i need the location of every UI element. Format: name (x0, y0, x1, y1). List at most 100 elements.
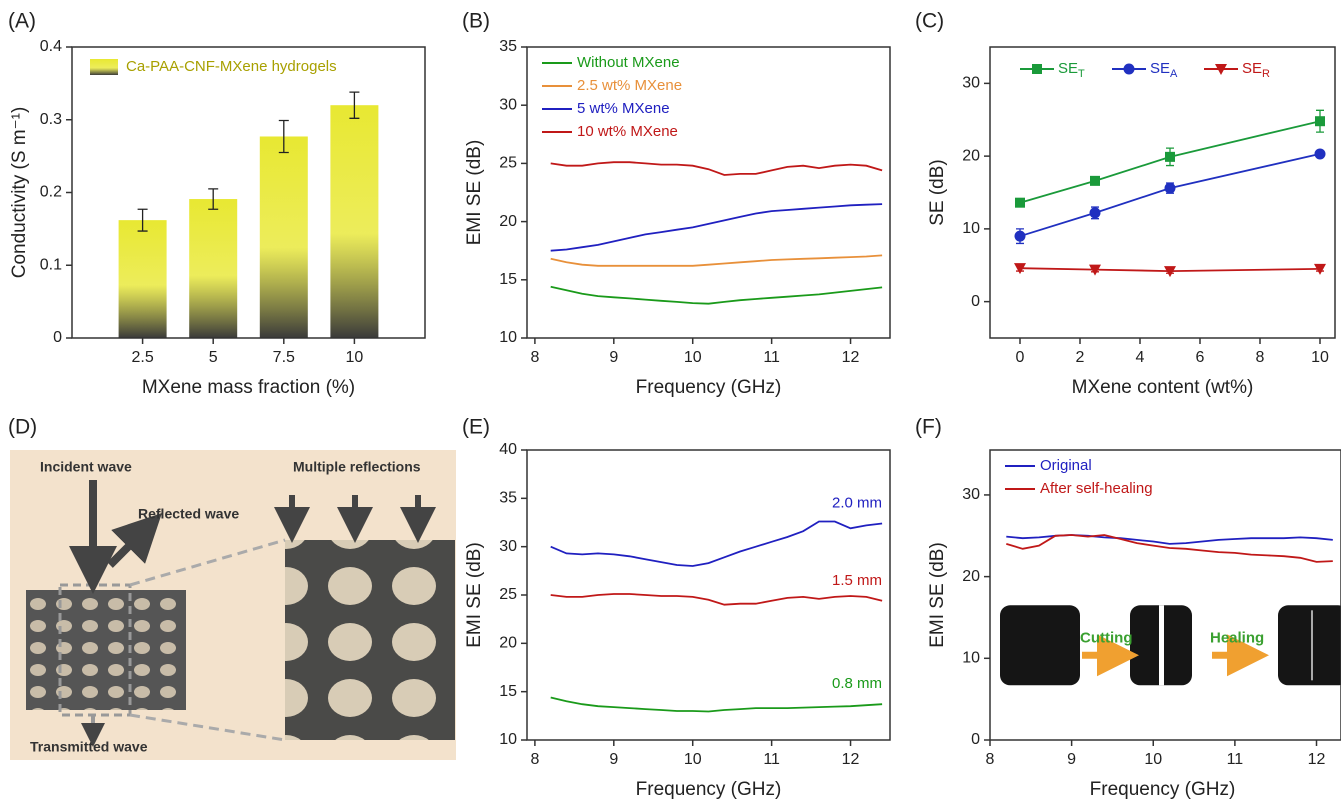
marker (1314, 148, 1326, 160)
panel-label: (B) (462, 10, 490, 33)
marker (1089, 207, 1101, 219)
x-tick-label: 8 (530, 349, 539, 366)
inset-label: Healing (1210, 629, 1264, 646)
legend-label: 5 wt% MXene (577, 100, 670, 117)
legend-subscript: A (1170, 68, 1178, 80)
x-tick-label: 10 (1311, 349, 1329, 366)
legend-label: Original (1040, 457, 1092, 474)
chart-panel: (C) 0 10 20 30 0 2 4 6 8 10 MXene content (wt%) SE (… (915, 10, 1336, 398)
marker (1015, 197, 1025, 208)
y-tick-label: 0 (53, 329, 62, 346)
x-tick-label: 0 (1016, 349, 1025, 366)
x-tick-label: 9 (609, 751, 618, 768)
legend-label: Without MXene (577, 54, 680, 71)
y-tick-label: 0.4 (40, 38, 62, 55)
marker (1014, 230, 1026, 242)
plot-frame (989, 449, 1341, 741)
x-tick-label: 12 (842, 349, 860, 366)
y-tick-label: 10 (499, 329, 517, 346)
x-axis-title: Frequency (GHz) (636, 779, 782, 800)
chart-panel: (F) 0 10 20 30 8 9 10 11 12 Frequency (GHz) EMI SE … (915, 416, 1341, 800)
series-label: 1.5 mm (832, 572, 882, 589)
x-tick-label: 10 (1144, 751, 1162, 768)
panel-label: (D) (8, 416, 37, 439)
y-tick-label: 20 (499, 635, 517, 652)
plot-frame (989, 46, 1336, 339)
zoom-line (129, 538, 286, 587)
y-tick-label: 35 (499, 490, 517, 507)
plot-frame (526, 449, 891, 741)
y-tick-label: 25 (499, 586, 517, 603)
x-tick-label: 5 (209, 349, 218, 366)
legend-marker (1123, 63, 1135, 75)
y-tick-label: 0.2 (40, 184, 62, 201)
series-line (550, 696, 883, 713)
x-tick-label: 10 (684, 751, 702, 768)
marker (1165, 151, 1175, 162)
legend-subscript: T (1078, 68, 1085, 80)
marker (1164, 182, 1176, 194)
chart-panel: (A) 0 0.1 0.2 0.3 0.4 MXene mass fraction (%) C… (8, 10, 426, 398)
series-line (1006, 534, 1333, 563)
series-label: 0.8 mm (832, 675, 882, 692)
y-tick-label: 20 (499, 213, 517, 230)
bar (259, 136, 308, 338)
x-tick-label: 2 (1076, 349, 1085, 366)
bar (118, 220, 167, 338)
y-tick-label: 30 (962, 486, 980, 503)
y-tick-label: 10 (962, 220, 980, 237)
y-axis-title: SE (dB) (927, 159, 948, 226)
legend-label: 2.5 wt% MXene (577, 77, 682, 94)
series-line (1019, 153, 1321, 238)
legend-label: 10 wt% MXene (577, 123, 678, 140)
bar (189, 199, 238, 338)
x-tick-label: 6 (1196, 349, 1205, 366)
porous-block (26, 590, 186, 710)
marker (1089, 264, 1101, 276)
y-tick-label: 15 (499, 683, 517, 700)
y-tick-label: 0 (971, 731, 980, 748)
legend-marker (1215, 64, 1227, 75)
series-line (1019, 120, 1321, 204)
x-tick-label: 12 (842, 751, 860, 768)
y-tick-label: 0 (971, 293, 980, 310)
legend-swatch (90, 59, 118, 75)
x-tick-label: 4 (1136, 349, 1145, 366)
panel-label: (A) (8, 10, 36, 33)
error-bar (278, 119, 289, 154)
legend-label: After self-healing (1040, 480, 1153, 497)
error-bar (349, 91, 360, 119)
x-tick-label: 8 (530, 751, 539, 768)
series-line (550, 593, 883, 606)
series-line (550, 254, 883, 267)
x-tick-label: 11 (763, 349, 780, 366)
bar (330, 105, 379, 338)
y-tick-label: 15 (499, 271, 517, 288)
marker (1315, 116, 1325, 127)
x-tick-label: 9 (1067, 751, 1076, 768)
legend-label: SEA (1150, 60, 1178, 80)
series-line (550, 161, 883, 176)
x-axis-title: MXene content (wt%) (1072, 377, 1254, 398)
y-tick-label: 35 (499, 38, 517, 55)
x-tick-label: 12 (1308, 751, 1326, 768)
panel-label: (C) (915, 10, 944, 33)
y-axis-title: Conductivity (S m⁻¹) (9, 107, 30, 279)
series-line (1019, 267, 1321, 273)
plot-frame (71, 46, 426, 339)
marker (1014, 263, 1026, 275)
chart-panel: (B) 10 15 20 25 30 35 8 9 10 11 12 Frequency (GHz) EM… (462, 10, 891, 398)
series-line (550, 203, 883, 252)
zoomed-structure (285, 540, 455, 740)
legend-name: SE (1058, 60, 1078, 77)
x-axis-title: MXene mass fraction (%) (142, 377, 355, 398)
x-tick-label: 8 (986, 751, 995, 768)
y-axis-title: EMI SE (dB) (927, 542, 948, 648)
x-tick-label: 10 (346, 349, 364, 366)
hydrogel-photo (1000, 605, 1080, 686)
zoom-line (129, 713, 286, 742)
y-tick-label: 25 (499, 155, 517, 172)
x-tick-label: 10 (684, 349, 702, 366)
error-bar (137, 208, 148, 232)
